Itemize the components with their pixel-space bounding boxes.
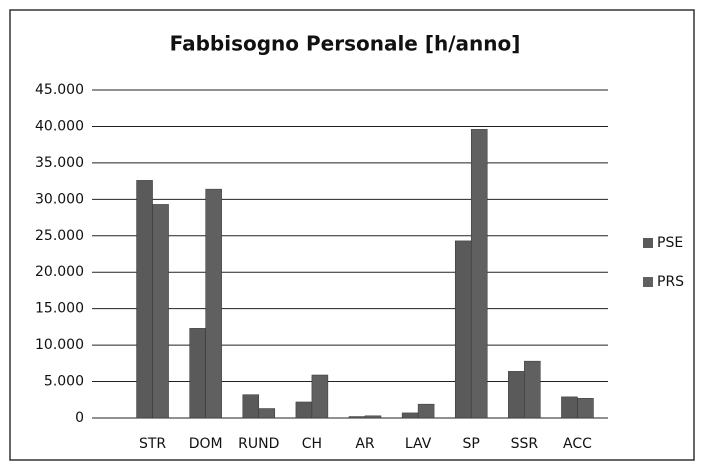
bar bbox=[508, 371, 525, 419]
x-tick-label: ACC bbox=[563, 436, 592, 452]
y-tick-label: 40.000 bbox=[35, 118, 84, 134]
y-tick-label: 0 bbox=[75, 410, 84, 426]
y-tick-label: 35.000 bbox=[35, 155, 84, 171]
x-tick-label: DOM bbox=[189, 436, 223, 452]
bar bbox=[152, 204, 169, 419]
bar bbox=[364, 415, 382, 419]
bar bbox=[524, 360, 541, 419]
legend-swatch bbox=[643, 277, 653, 287]
x-tick-label: STR bbox=[139, 436, 166, 452]
bar bbox=[470, 129, 488, 419]
legend-label: PRS bbox=[657, 274, 684, 290]
bar bbox=[295, 401, 313, 419]
bar bbox=[417, 403, 435, 419]
x-tick-label: SP bbox=[463, 436, 480, 452]
bar bbox=[258, 408, 276, 419]
bar bbox=[577, 398, 594, 419]
x-tick-label: AR bbox=[355, 436, 375, 452]
legend-label: PSE bbox=[657, 235, 683, 251]
bar bbox=[136, 180, 153, 419]
y-tick-label: 5.000 bbox=[44, 374, 84, 390]
y-tick-label: 30.000 bbox=[35, 191, 84, 207]
chart-title: Fabbisogno Personale [h/anno] bbox=[170, 32, 521, 56]
bar bbox=[401, 412, 419, 419]
bar bbox=[311, 374, 329, 419]
bar bbox=[189, 328, 206, 419]
bar bbox=[242, 394, 260, 419]
bar bbox=[205, 188, 222, 419]
x-tick-label: SSR bbox=[511, 436, 539, 452]
chart-border bbox=[9, 9, 695, 461]
bar bbox=[561, 396, 578, 419]
y-tick-label: 25.000 bbox=[35, 228, 84, 244]
x-tick-label: CH bbox=[302, 436, 322, 452]
bar bbox=[454, 240, 472, 419]
x-tick-label: RUND bbox=[238, 436, 279, 452]
x-tick-label: LAV bbox=[405, 436, 432, 452]
y-tick-label: 15.000 bbox=[35, 301, 84, 317]
y-tick-label: 20.000 bbox=[35, 264, 84, 280]
y-tick-label: 10.000 bbox=[35, 337, 84, 353]
bar bbox=[348, 416, 366, 419]
legend-swatch bbox=[643, 238, 653, 248]
y-tick-label: 45.000 bbox=[35, 82, 84, 98]
